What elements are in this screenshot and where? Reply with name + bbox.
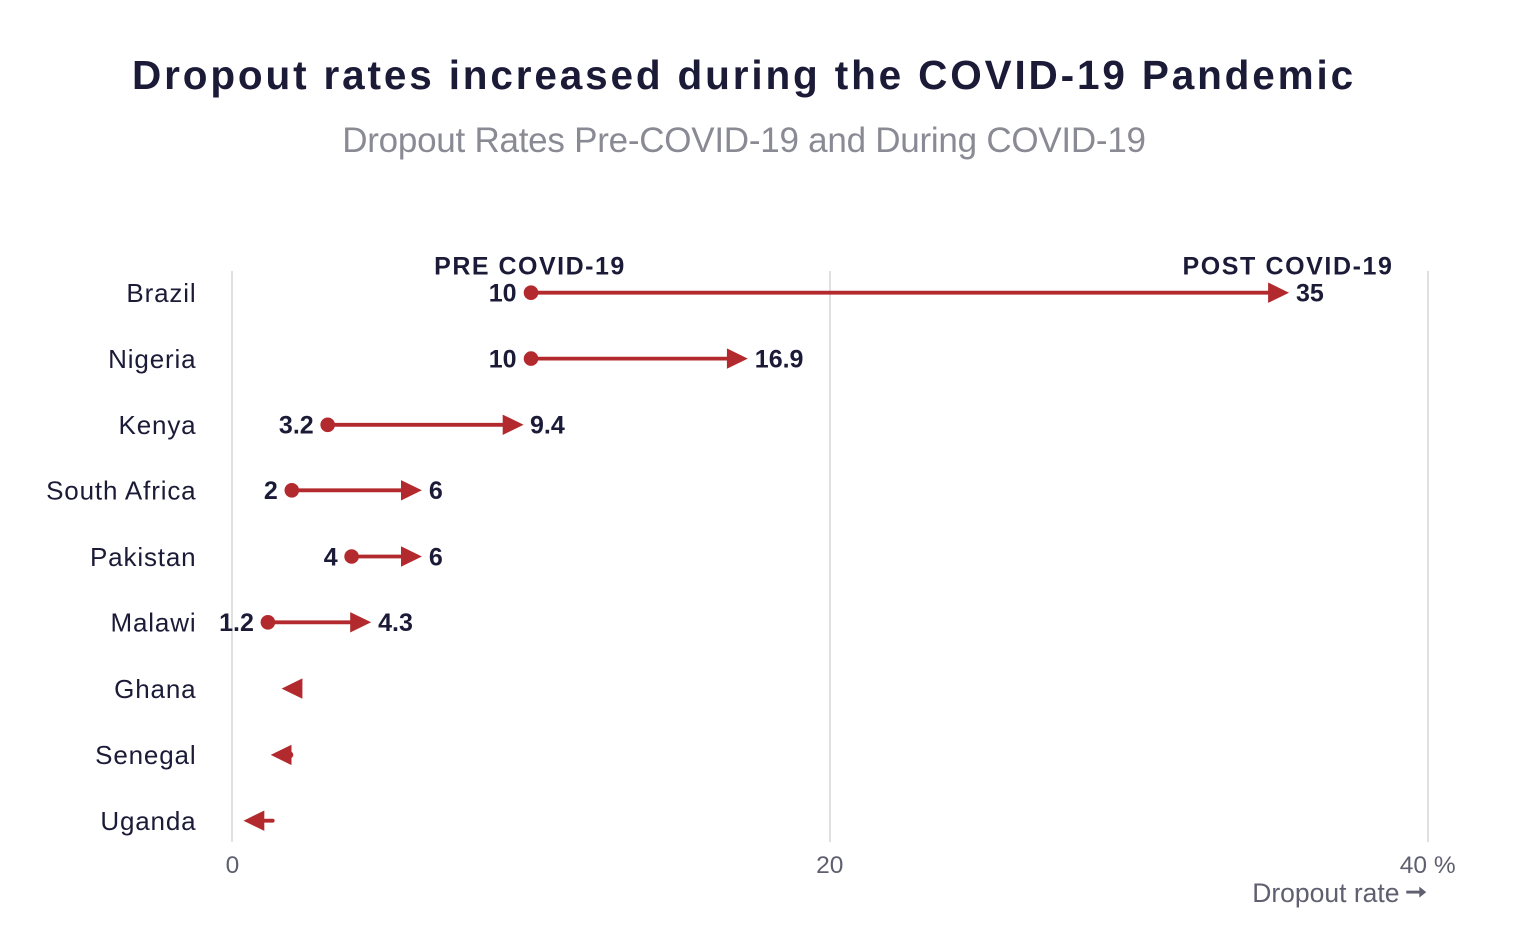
svg-text:2: 2 bbox=[264, 477, 278, 505]
svg-text:4.3: 4.3 bbox=[378, 609, 413, 637]
svg-text:0: 0 bbox=[226, 852, 240, 879]
svg-text:20: 20 bbox=[816, 852, 843, 879]
svg-text:1.2: 1.2 bbox=[219, 609, 254, 637]
svg-text:10: 10 bbox=[489, 280, 517, 308]
svg-text:South Africa: South Africa bbox=[46, 476, 196, 506]
svg-text:6: 6 bbox=[429, 543, 443, 571]
svg-text:40 %: 40 % bbox=[1400, 852, 1456, 879]
svg-text:Dropout rates increased during: Dropout rates increased during the COVID… bbox=[132, 52, 1356, 98]
svg-text:16.9: 16.9 bbox=[755, 345, 804, 373]
svg-text:Malawi: Malawi bbox=[110, 608, 196, 638]
svg-text:Brazil: Brazil bbox=[126, 278, 196, 308]
svg-text:PRE COVID-19: PRE COVID-19 bbox=[434, 252, 626, 280]
svg-text:Nigeria: Nigeria bbox=[108, 344, 196, 374]
svg-text:POST COVID-19: POST COVID-19 bbox=[1182, 252, 1393, 280]
svg-text:Ghana: Ghana bbox=[114, 674, 196, 704]
svg-text:Dropout rate: Dropout rate bbox=[1252, 878, 1399, 908]
svg-text:6: 6 bbox=[429, 477, 443, 505]
svg-text:Senegal: Senegal bbox=[95, 740, 196, 770]
svg-text:Uganda: Uganda bbox=[100, 806, 196, 836]
svg-text:10: 10 bbox=[489, 345, 517, 373]
svg-text:4: 4 bbox=[324, 543, 338, 571]
svg-text:Dropout Rates Pre-COVID-19 and: Dropout Rates Pre-COVID-19 and During CO… bbox=[342, 121, 1146, 160]
svg-text:Kenya: Kenya bbox=[119, 410, 197, 440]
svg-text:3.2: 3.2 bbox=[279, 412, 314, 440]
svg-text:Pakistan: Pakistan bbox=[90, 542, 197, 572]
svg-text:9.4: 9.4 bbox=[530, 412, 565, 440]
svg-text:35: 35 bbox=[1296, 280, 1324, 308]
